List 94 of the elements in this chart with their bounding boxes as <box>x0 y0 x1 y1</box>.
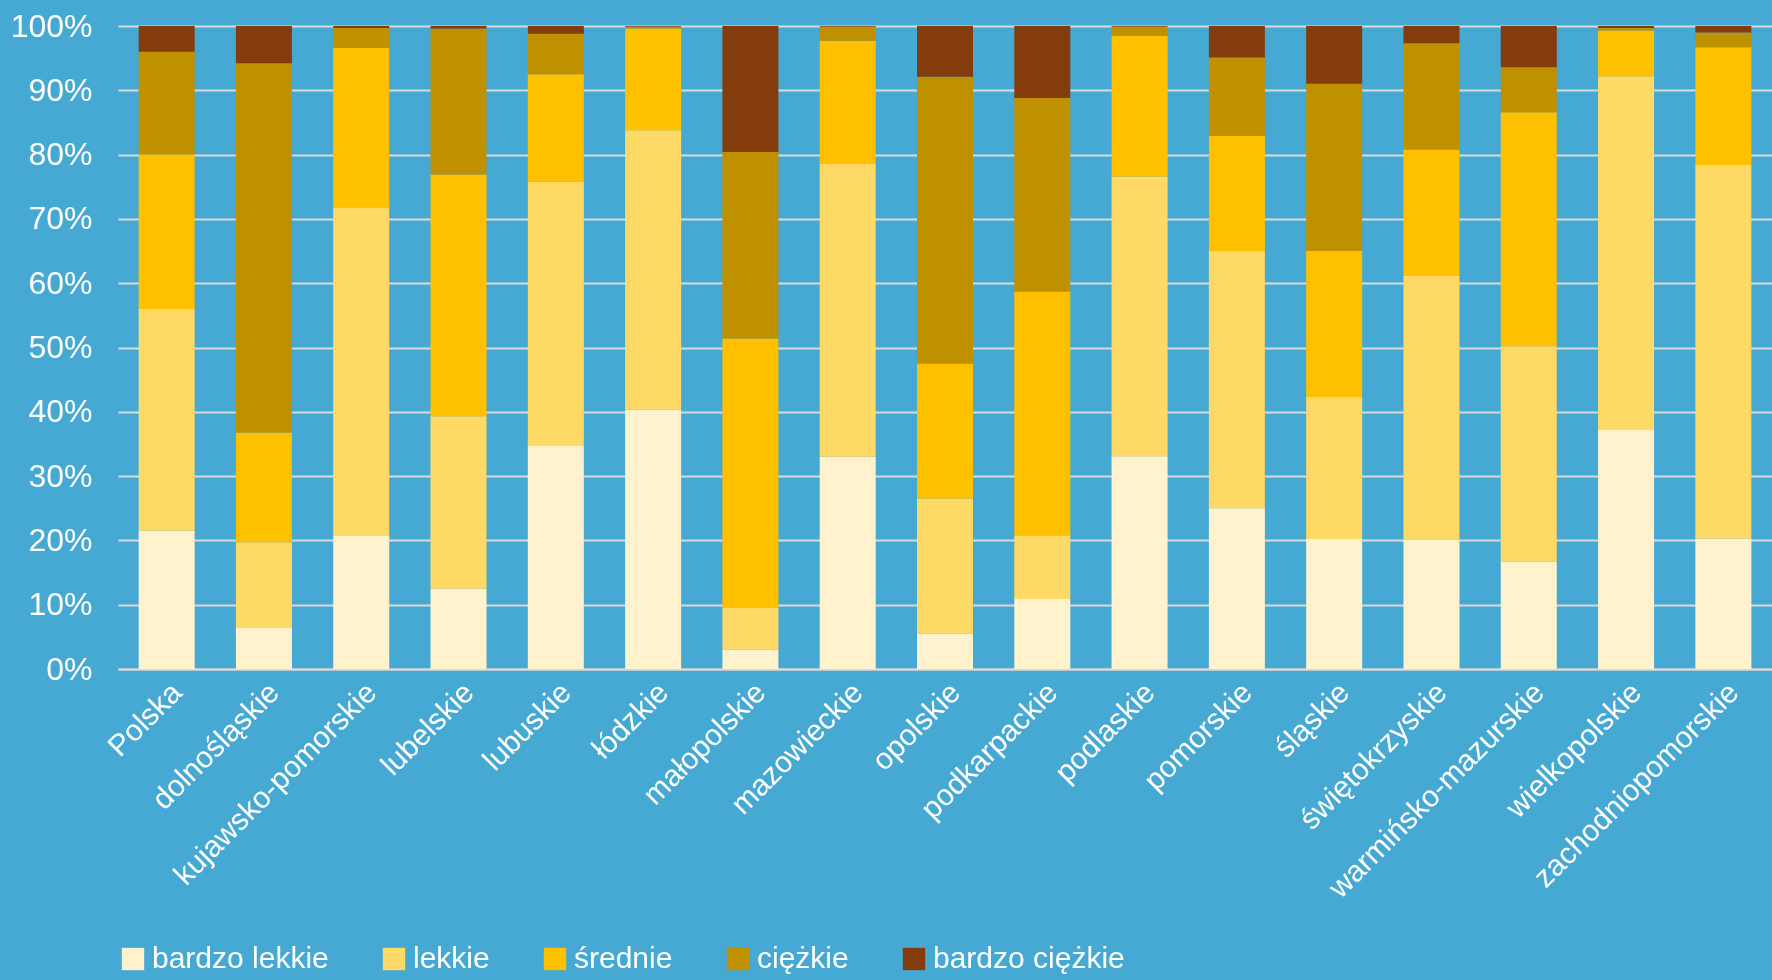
bar <box>1500 26 1557 68</box>
bar <box>1208 57 1265 136</box>
bar <box>235 627 292 669</box>
bar <box>1695 26 1752 33</box>
bar <box>1306 397 1363 540</box>
bar <box>1403 26 1460 44</box>
bar <box>430 28 487 175</box>
bar <box>722 152 779 339</box>
bar <box>1695 47 1752 165</box>
legend-label: bardzo lekkie <box>152 941 329 974</box>
bar <box>819 456 876 669</box>
bar <box>917 633 973 669</box>
bar <box>527 26 584 34</box>
y-tick-label: 10% <box>28 586 93 623</box>
bar <box>527 74 584 182</box>
bar <box>1598 429 1655 669</box>
bar <box>1403 275 1460 540</box>
bar <box>1695 164 1752 539</box>
bar <box>430 174 487 417</box>
bar <box>917 363 973 499</box>
bar <box>1111 35 1168 177</box>
bar <box>1306 83 1363 252</box>
bar <box>1403 43 1460 150</box>
bar <box>333 47 390 208</box>
bar <box>235 542 292 628</box>
bar <box>917 26 973 77</box>
legend-label: lekkie <box>413 941 490 974</box>
bar <box>1111 456 1168 669</box>
bar <box>138 308 195 531</box>
legend-label: ciężkie <box>757 941 849 974</box>
y-tick-label: 60% <box>28 264 93 301</box>
bar <box>1306 251 1363 398</box>
bar <box>1500 346 1557 562</box>
bar <box>138 530 195 669</box>
y-tick-label: 70% <box>28 200 93 237</box>
y-tick-label: 100% <box>10 7 93 44</box>
bar <box>722 338 779 608</box>
bar <box>430 588 487 669</box>
bar <box>722 607 779 650</box>
bar <box>138 51 195 155</box>
bar <box>1208 251 1265 509</box>
bar <box>1403 149 1460 276</box>
bar <box>1014 535 1071 599</box>
bar <box>819 163 876 457</box>
bar <box>819 40 876 164</box>
bar <box>235 26 292 64</box>
bar <box>1014 598 1071 669</box>
bar <box>1208 508 1265 669</box>
legend-label: bardzo ciężkie <box>933 941 1125 974</box>
bar <box>1695 538 1752 669</box>
bar <box>1500 561 1557 669</box>
bar <box>1208 135 1265 252</box>
bar <box>333 207 390 536</box>
bar <box>1208 26 1265 58</box>
bar <box>1695 32 1752 48</box>
y-tick-label: 0% <box>46 650 93 687</box>
bar <box>1500 67 1557 113</box>
bar <box>138 26 195 52</box>
bar <box>625 130 682 410</box>
bar <box>527 445 584 669</box>
bar <box>1111 26 1168 36</box>
bar <box>235 63 292 433</box>
bar <box>1403 539 1460 669</box>
bar <box>917 76 973 364</box>
bar <box>333 27 390 48</box>
bar <box>333 535 390 669</box>
bar <box>917 498 973 634</box>
bar <box>1500 112 1557 347</box>
bar <box>235 432 292 543</box>
bar <box>138 154 195 309</box>
bar <box>527 33 584 75</box>
y-tick-label: 40% <box>28 393 93 430</box>
bar <box>722 649 779 669</box>
bar <box>819 26 876 41</box>
y-tick-label: 50% <box>28 329 93 365</box>
bar <box>1111 176 1168 457</box>
y-tick-label: 20% <box>28 521 93 558</box>
bar <box>430 26 487 29</box>
bar <box>1014 98 1071 292</box>
bar <box>1014 26 1071 99</box>
legend-label: średnie <box>574 941 673 974</box>
bar <box>625 28 682 131</box>
bar <box>625 409 682 669</box>
y-tick-label: 90% <box>28 71 93 108</box>
y-tick-label: 80% <box>28 136 93 173</box>
bar <box>722 26 779 153</box>
bar <box>430 416 487 589</box>
bar <box>1014 291 1071 536</box>
bar <box>527 181 584 446</box>
bar <box>1306 539 1363 669</box>
bar <box>1598 76 1655 430</box>
bar <box>1306 26 1363 84</box>
y-tick-label: 30% <box>28 457 93 494</box>
bar <box>1598 30 1655 77</box>
